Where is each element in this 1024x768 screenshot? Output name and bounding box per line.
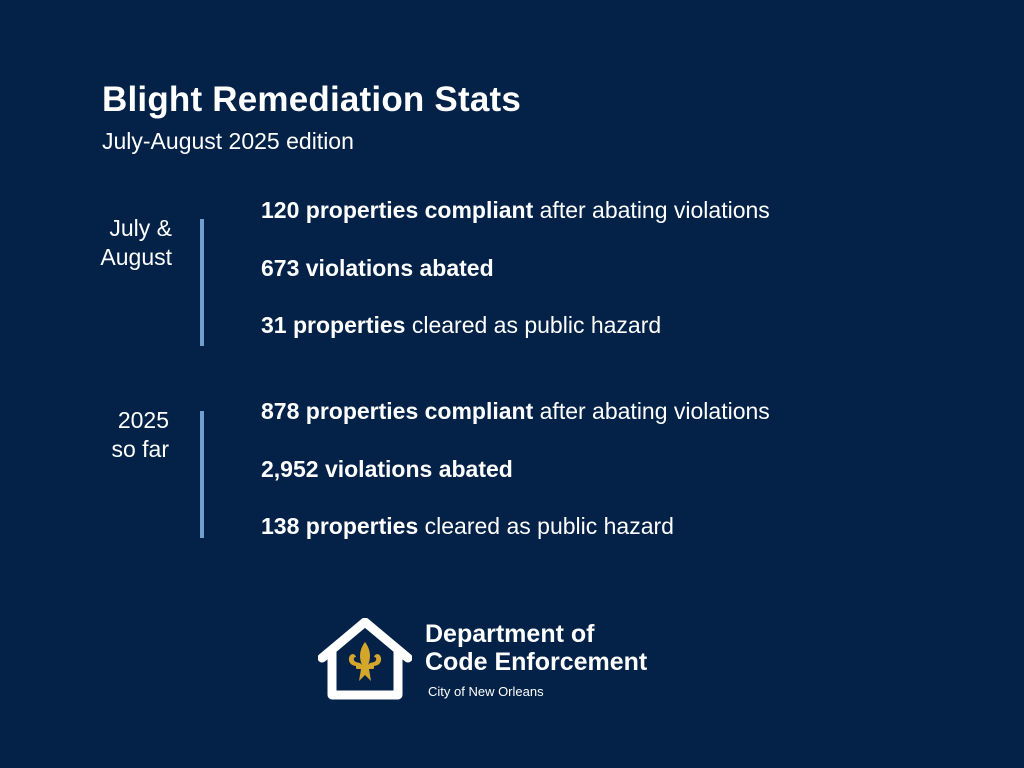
department-name-line: Code Enforcement — [425, 648, 648, 676]
department-name: Department of Code Enforcement — [425, 620, 647, 676]
stat-highlight: 31 properties — [261, 312, 406, 338]
period-label-2025-so-far: 2025 so far — [111, 406, 169, 464]
stat-row: 120 properties compliant after abating v… — [261, 197, 770, 224]
stat-text: after abating violations — [533, 197, 770, 223]
section-divider — [200, 411, 204, 538]
stat-text: cleared as public hazard — [405, 312, 662, 338]
period-label-line: July & — [109, 215, 172, 241]
stat-highlight: 2,952 violations abated — [261, 456, 513, 482]
period-label-line: August — [100, 244, 172, 270]
stat-row: 138 properties cleared as public hazard — [261, 513, 674, 540]
stat-highlight: 138 properties — [261, 513, 419, 539]
page-title: Blight Remediation Stats — [102, 80, 522, 119]
stat-row: 673 violations abated — [261, 255, 494, 282]
section-divider — [200, 219, 204, 346]
stat-highlight: 878 properties compliant — [261, 398, 534, 424]
period-label-line: 2025 — [117, 407, 169, 433]
period-label-july-august: July & August — [100, 214, 172, 272]
house-fleur-de-lis-icon — [317, 617, 413, 700]
stat-row: 31 properties cleared as public hazard — [261, 312, 661, 339]
department-name-line: Department of — [425, 620, 595, 648]
page-subtitle: July-August 2025 edition — [102, 128, 354, 154]
stat-highlight: 673 violations abated — [261, 255, 494, 281]
stat-highlight: 120 properties compliant — [261, 197, 534, 223]
stat-row: 2,952 violations abated — [261, 456, 513, 483]
city-name: City of New Orleans — [428, 684, 544, 699]
department-logo — [317, 617, 413, 700]
stat-row: 878 properties compliant after abating v… — [261, 398, 770, 425]
period-label-line: so far — [111, 436, 169, 462]
stat-text: after abating violations — [533, 398, 770, 424]
stat-text: cleared as public hazard — [418, 513, 674, 539]
